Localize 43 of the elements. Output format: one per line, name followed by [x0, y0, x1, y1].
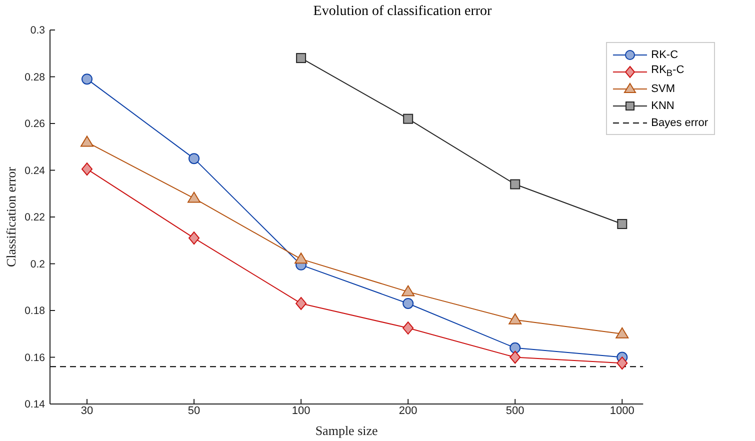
- y-tick-label: 0.14: [24, 398, 46, 411]
- point: [510, 350, 521, 364]
- legend-label: KNN: [651, 100, 674, 112]
- point: [188, 192, 201, 203]
- y-tick-label: 0.24: [24, 164, 46, 177]
- point: [82, 162, 92, 176]
- legend-label: SVM: [651, 82, 675, 94]
- y-tick-label: 0.3: [30, 24, 46, 37]
- point: [510, 179, 520, 190]
- point: [616, 356, 628, 370]
- point: [80, 136, 94, 147]
- y-tick-label: 0.26: [24, 118, 46, 130]
- point: [82, 74, 92, 85]
- y-tick-label: 0.16: [24, 352, 46, 364]
- point: [508, 313, 522, 324]
- x-tick-label: 200: [398, 404, 418, 417]
- x-tick-label: 1000: [610, 404, 634, 417]
- point: [617, 219, 628, 230]
- y-tick-label: 0.2: [30, 258, 46, 270]
- point: [294, 252, 308, 264]
- x-tick-label: 50: [188, 404, 200, 417]
- point: [296, 53, 306, 64]
- x-tick-label: 500: [506, 404, 524, 417]
- point: [402, 322, 414, 335]
- point: [296, 296, 307, 310]
- y-tick-label: 0.28: [24, 71, 46, 84]
- point: [402, 298, 414, 309]
- point: [510, 342, 521, 354]
- point: [616, 327, 629, 338]
- x-tick-label: 30: [80, 404, 94, 417]
- point: [403, 114, 414, 124]
- point: [188, 232, 200, 245]
- legend-label: RK$_{B}$-C: [651, 64, 684, 79]
- y-tick-label: 0.22: [24, 212, 46, 224]
- point: [188, 153, 200, 164]
- legend-label: RK-C: [651, 48, 678, 60]
- x-tick-label: 100: [292, 404, 310, 417]
- chart-title: Evolution of classification error: [312, 4, 493, 20]
- y-axis-title: Classification error: [4, 166, 19, 267]
- y-tick-label: 0.18: [24, 305, 46, 318]
- x-axis-title: Sample size: [315, 423, 378, 438]
- point: [402, 285, 415, 296]
- legend-label: Bayes error: [651, 116, 708, 128]
